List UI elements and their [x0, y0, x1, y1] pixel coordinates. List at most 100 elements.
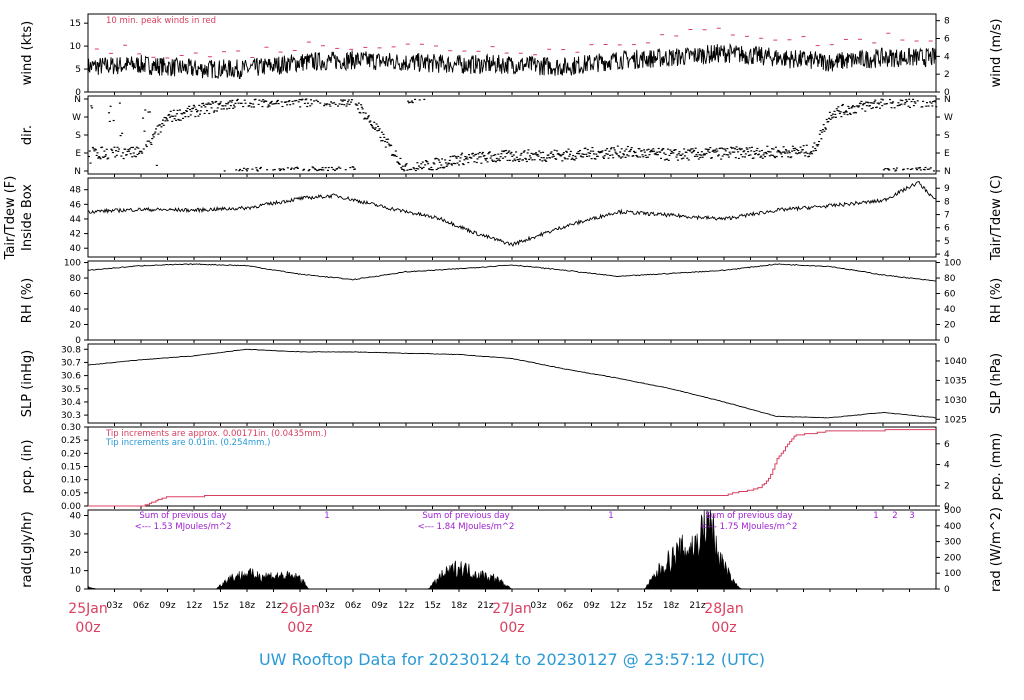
- y-tick-label: 10: [70, 567, 82, 577]
- x-hour-label: 03z: [106, 601, 122, 611]
- x-hour-label: 12z: [610, 601, 626, 611]
- y-tick-label: S: [75, 131, 81, 141]
- y-tick-label: 20: [70, 548, 82, 558]
- y-tick-label: 0: [75, 336, 81, 346]
- y-tick-label-right: 6: [944, 35, 950, 45]
- x-hour-label: 15z: [212, 601, 228, 611]
- x-hour-label: 18z: [663, 601, 679, 611]
- y-tick-label-right: 0: [944, 585, 950, 595]
- y-tick-label: 60: [70, 290, 82, 300]
- y-tick-label-right: W: [944, 113, 953, 123]
- y-axis-label-wind: wind (kts): [20, 21, 35, 85]
- y-tick-label-right: N: [944, 95, 951, 105]
- y-tick-label-right: 4: [944, 461, 950, 471]
- y-axis-label-rh: RH (%): [20, 278, 35, 323]
- y-tick-label: W: [72, 113, 81, 123]
- y-tick-label: E: [75, 149, 81, 159]
- wind-annotation: 10 min. peak winds in red: [106, 16, 216, 26]
- y-tick-label-right: 100: [944, 259, 961, 269]
- y-tick-label: 40: [70, 512, 82, 522]
- day-sum-label: Sum of previous day: [705, 511, 792, 521]
- y-tick-label-right: 1030: [944, 396, 967, 406]
- y-tick-label-right: 400: [944, 522, 961, 532]
- y-tick-label: 40: [70, 305, 82, 315]
- y-axis-label-rad: rad(Lgly/hr): [20, 511, 35, 587]
- y-axis-label-pcp: pcp. (in): [20, 440, 35, 494]
- rad-marker: 1: [608, 511, 613, 521]
- y-tick-label: N: [74, 95, 81, 105]
- y-axis-label-slp: SLP (inHg): [20, 350, 35, 418]
- x-hour-label: 12z: [186, 601, 202, 611]
- y-tick-label-right: 40: [944, 305, 956, 315]
- series-line-wind: [87, 43, 937, 80]
- x-hour-label: 09z: [583, 601, 599, 611]
- y-axis-label-right-slp: SLP (hPa): [989, 353, 1004, 414]
- x-hour-label: 18z: [451, 601, 467, 611]
- y-tick-label: 0.05: [61, 489, 81, 499]
- chart-title: UW Rooftop Data for 20230124 to 20230127…: [259, 650, 765, 669]
- day-sum-label: Sum of previous day: [139, 511, 226, 521]
- series-area-rad: [87, 509, 936, 590]
- y-tick-label-right: S: [944, 131, 950, 141]
- y-tick-label-right: 5: [944, 237, 950, 247]
- y-tick-label-right: E: [944, 149, 950, 159]
- y-axis-label-right-wind: wind (m/s): [989, 19, 1004, 88]
- time-axis: 03z 06z 09z 12z 15z 18z 21z 03z 06z 09z 12z 15z 18z 2…: [68, 601, 743, 636]
- x-day-label: 27Jan: [492, 601, 531, 617]
- x-hour-label: 21z: [689, 601, 705, 611]
- y-tick-label: 100: [64, 259, 81, 269]
- y-tick-label-right: 1035: [944, 376, 967, 386]
- y-tick-label: 0.30: [61, 423, 81, 433]
- y-tick-label: 10: [70, 42, 82, 52]
- rad-marker: 1: [324, 511, 329, 521]
- x-hour-label: 15z: [636, 601, 652, 611]
- y-tick-label: 0.20: [61, 449, 81, 459]
- y-tick-label-right: 1025: [944, 415, 967, 425]
- x-hour-label: 06z: [345, 601, 361, 611]
- x-hour-label: 21z: [477, 601, 493, 611]
- pcp-note-1: Tip increments are approx. 0.00171in. (0…: [105, 429, 327, 439]
- y-tick-label: 20: [70, 321, 82, 331]
- series-line-pcp: [88, 429, 936, 507]
- x-day-label: 26Jan: [280, 601, 319, 617]
- pcp-note-2: Tip increments are 0.01in. (0.254mm.): [105, 438, 270, 448]
- rad-marker: 1: [873, 511, 878, 521]
- y-tick-label-right: 100: [944, 569, 961, 579]
- panel-frame-dir: [87, 95, 937, 175]
- y-tick-label-right: 8: [944, 197, 950, 207]
- y-tick-label-right: 20: [944, 321, 956, 331]
- x-hour-label: 09z: [159, 601, 175, 611]
- y-tick-label: 46: [70, 200, 82, 210]
- y-tick-label-right: 2: [944, 481, 950, 491]
- y-tick-label-right: 60: [944, 290, 956, 300]
- y-tick-label-right: 0: [944, 88, 950, 98]
- y-axis-label2-temp: Inside Box: [20, 184, 35, 251]
- x-hour-label: 09z: [371, 601, 387, 611]
- x-hour-label: 21z: [265, 601, 281, 611]
- y-tick-label-right: 1040: [944, 357, 967, 367]
- x-day-hour-label: 00z: [499, 620, 524, 636]
- y-tick-label: 44: [70, 215, 82, 225]
- y-tick-label-right: 7: [944, 211, 950, 221]
- y-tick-label: 42: [70, 230, 81, 240]
- y-tick-label-right: 80: [944, 274, 956, 284]
- y-tick-label-right: 6: [944, 440, 950, 450]
- y-tick-label: 80: [70, 274, 82, 284]
- y-tick-label-right: 0: [944, 336, 950, 346]
- y-tick-label: 0.10: [61, 476, 81, 486]
- y-axis-label-right-rad: rad (W/m^2): [989, 507, 1004, 592]
- y-tick-label-right: N: [944, 167, 951, 177]
- x-hour-label: 15z: [424, 601, 440, 611]
- y-tick-label: 30.6: [61, 372, 81, 382]
- y-axis-label-right-temp: Tair/Tdew (C): [989, 175, 1004, 261]
- x-hour-label: 06z: [133, 601, 149, 611]
- panel-frame-rh: [87, 260, 937, 341]
- y-tick-label: N: [74, 167, 81, 177]
- x-day-label: 25Jan: [68, 601, 107, 617]
- day-sum-value: <--- 1.53 MJoules/m^2: [135, 522, 232, 532]
- y-tick-label: 30: [70, 530, 82, 540]
- y-tick-label-right: 9: [944, 184, 950, 194]
- y-tick-label: 40: [70, 244, 82, 254]
- y-tick-label: 5: [75, 65, 81, 75]
